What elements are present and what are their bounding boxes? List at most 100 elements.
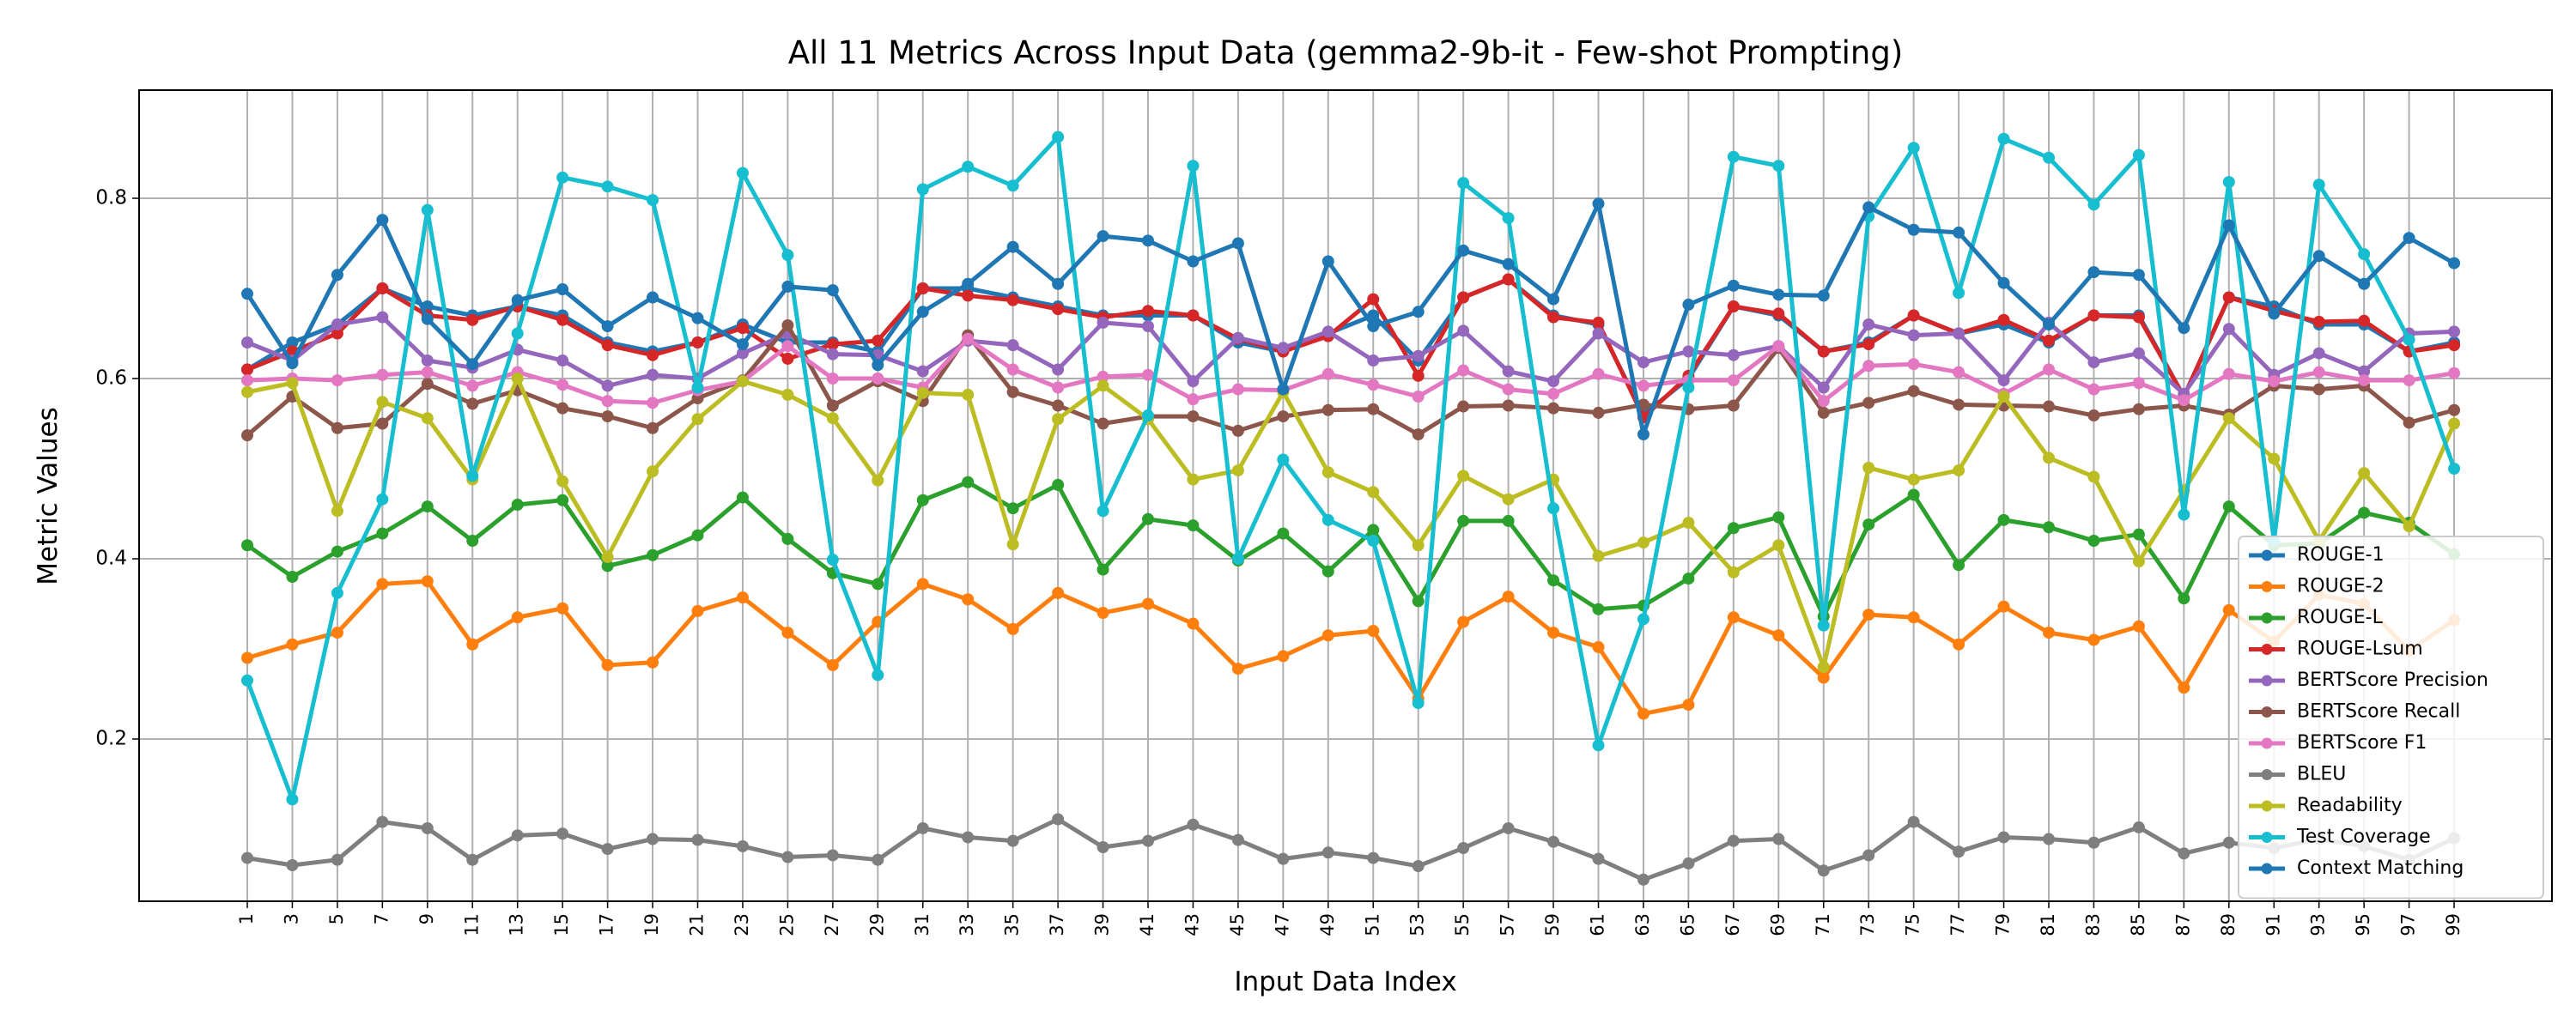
x-tick-label: 7 bbox=[371, 913, 392, 924]
data-point bbox=[286, 377, 299, 390]
data-point bbox=[556, 171, 569, 184]
data-point bbox=[1412, 369, 1425, 382]
data-point bbox=[1727, 834, 1740, 847]
data-point bbox=[331, 374, 343, 387]
data-point bbox=[1412, 697, 1425, 709]
data-point bbox=[781, 280, 794, 293]
data-point bbox=[421, 575, 434, 588]
data-point bbox=[826, 373, 839, 385]
data-point bbox=[1277, 453, 1290, 466]
series-line bbox=[246, 277, 2455, 420]
legend-label: ROUGE-L bbox=[2297, 607, 2384, 628]
data-point bbox=[1592, 406, 1605, 419]
chart-title: All 11 Metrics Across Input Data (gemma2… bbox=[788, 34, 1904, 71]
data-point bbox=[781, 388, 794, 401]
data-point bbox=[1682, 345, 1695, 358]
x-tick-label: 63 bbox=[1632, 913, 1653, 936]
data-point bbox=[1006, 240, 1019, 253]
x-tick-label: 11 bbox=[461, 913, 482, 936]
data-point bbox=[1187, 375, 1200, 388]
x-tick-label: 21 bbox=[687, 913, 708, 936]
data-point bbox=[601, 180, 614, 193]
data-point bbox=[916, 183, 929, 196]
data-point bbox=[1097, 607, 1109, 619]
data-point bbox=[1187, 818, 1200, 831]
data-point bbox=[1097, 379, 1109, 392]
data-point bbox=[1502, 273, 1515, 286]
data-point bbox=[376, 493, 389, 506]
data-point bbox=[1772, 833, 1785, 845]
data-point bbox=[376, 815, 389, 828]
data-point bbox=[466, 397, 479, 410]
data-point bbox=[916, 282, 929, 294]
legend-marker bbox=[2261, 581, 2273, 592]
data-point bbox=[1231, 553, 1244, 565]
data-point bbox=[1187, 410, 1200, 423]
data-point bbox=[1997, 132, 2010, 145]
data-point bbox=[2448, 417, 2461, 430]
data-point bbox=[736, 338, 749, 351]
data-point bbox=[1052, 363, 1065, 376]
x-tick-label: 97 bbox=[2398, 913, 2419, 936]
data-point bbox=[736, 347, 749, 360]
x-tick-label: 67 bbox=[1722, 913, 1743, 936]
data-point bbox=[1187, 160, 1200, 173]
x-tick-label: 91 bbox=[2263, 913, 2283, 936]
data-point bbox=[1953, 287, 1965, 300]
data-point bbox=[1367, 320, 1380, 333]
data-point bbox=[2132, 347, 2145, 360]
data-point bbox=[1277, 342, 1290, 354]
data-point bbox=[826, 338, 839, 351]
data-point bbox=[1637, 536, 1649, 549]
y-tick-label: 0.8 bbox=[95, 187, 127, 209]
data-point bbox=[2178, 394, 2190, 407]
data-point bbox=[466, 535, 479, 547]
data-point bbox=[1682, 699, 1695, 712]
data-point bbox=[1412, 539, 1425, 552]
data-point bbox=[1502, 399, 1515, 412]
data-point bbox=[2043, 363, 2055, 376]
x-tick-label: 93 bbox=[2308, 913, 2329, 936]
x-tick-label: 45 bbox=[1227, 913, 1248, 936]
data-point bbox=[872, 334, 884, 347]
data-point bbox=[466, 313, 479, 326]
x-tick-label: 1 bbox=[236, 913, 257, 924]
data-point bbox=[647, 348, 659, 361]
data-point bbox=[1592, 603, 1605, 615]
data-point bbox=[1321, 565, 1334, 578]
data-point bbox=[1231, 383, 1244, 396]
data-point bbox=[2132, 528, 2145, 541]
data-point bbox=[2448, 325, 2461, 338]
data-point bbox=[241, 674, 253, 687]
data-point bbox=[241, 851, 253, 864]
legend-item: Readability bbox=[2249, 795, 2403, 816]
x-tick-label: 5 bbox=[326, 913, 347, 924]
data-point bbox=[1457, 615, 1470, 628]
data-point bbox=[241, 374, 253, 387]
data-point bbox=[1727, 566, 1740, 579]
data-point bbox=[241, 385, 253, 398]
data-point bbox=[1052, 303, 1065, 316]
data-point bbox=[1097, 841, 1109, 853]
legend-marker bbox=[2261, 737, 2273, 749]
x-tick-label: 55 bbox=[1452, 913, 1473, 936]
data-point bbox=[2312, 347, 2325, 360]
data-point bbox=[1682, 857, 1695, 869]
data-point bbox=[1231, 424, 1244, 437]
data-point bbox=[1277, 410, 1290, 423]
x-tick-label: 23 bbox=[732, 913, 752, 936]
x-tick-label: 71 bbox=[1813, 913, 1833, 936]
data-point bbox=[2222, 836, 2235, 849]
data-point bbox=[1727, 611, 1740, 624]
data-point bbox=[916, 386, 929, 399]
data-point bbox=[1502, 212, 1515, 225]
data-point bbox=[1953, 464, 1965, 477]
data-point bbox=[1142, 409, 1154, 422]
data-point bbox=[1412, 595, 1425, 608]
data-point bbox=[1997, 513, 2010, 526]
x-tick-label: 39 bbox=[1092, 913, 1113, 936]
legend-marker bbox=[2261, 675, 2273, 687]
data-point bbox=[1367, 625, 1380, 637]
data-point bbox=[286, 859, 299, 871]
data-point bbox=[1953, 638, 1965, 651]
